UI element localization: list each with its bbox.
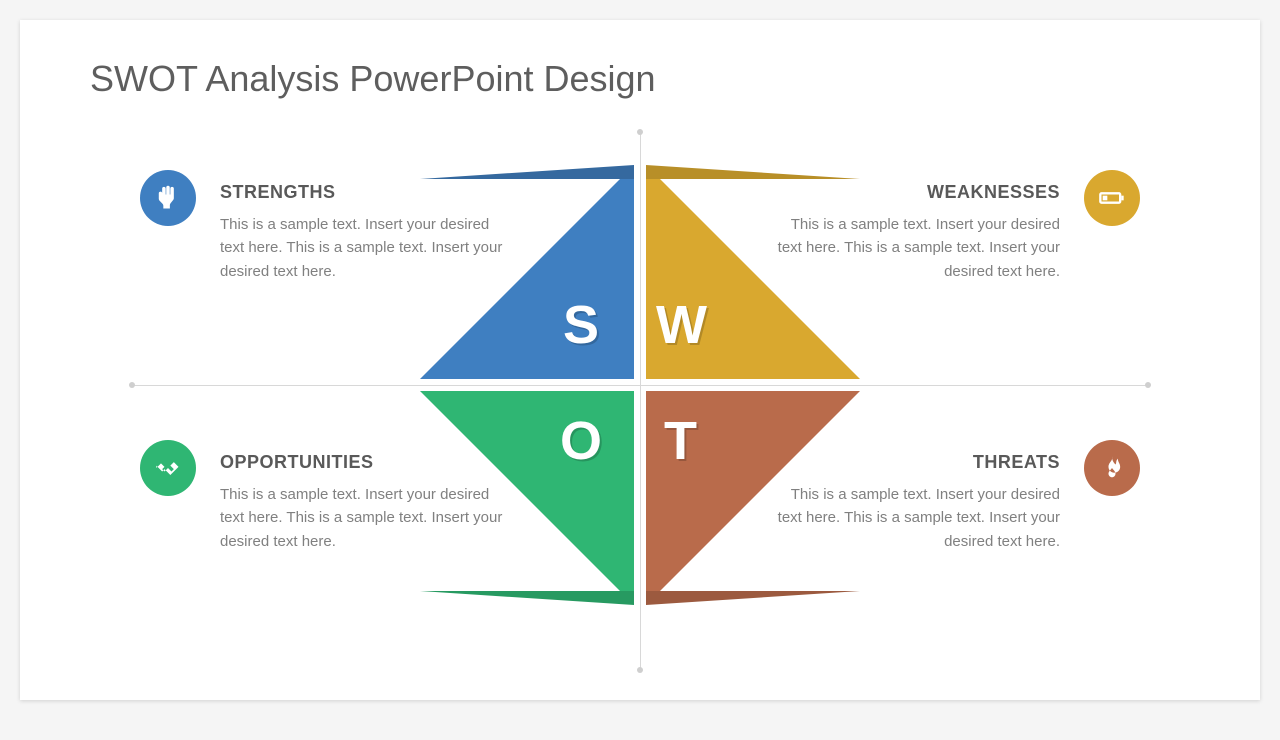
strengths-block: STRENGTHS This is a sample text. Insert … xyxy=(220,182,510,283)
triangle-w-letter: W xyxy=(656,294,707,356)
triangle-s-shadow xyxy=(420,165,634,179)
opportunities-body: This is a sample text. Insert your desir… xyxy=(220,483,510,553)
triangle-t-letter: T xyxy=(664,410,697,472)
axis-dot xyxy=(129,382,135,388)
opportunities-block: OPPORTUNITIES This is a sample text. Ins… xyxy=(220,452,510,553)
flame-icon xyxy=(1084,440,1140,496)
axis-dot xyxy=(1145,382,1151,388)
triangle-s-letter: S xyxy=(563,294,599,356)
weaknesses-body: This is a sample text. Insert your desir… xyxy=(770,213,1060,283)
axis-dot xyxy=(637,667,643,673)
handshake-icon xyxy=(140,440,196,496)
opportunities-title: OPPORTUNITIES xyxy=(220,452,510,473)
axis-dot xyxy=(637,129,643,135)
threats-title: THREATS xyxy=(770,452,1060,473)
strengths-body: This is a sample text. Insert your desir… xyxy=(220,213,510,283)
page-title: SWOT Analysis PowerPoint Design xyxy=(90,58,656,100)
threats-body: This is a sample text. Insert your desir… xyxy=(770,483,1060,553)
triangle-o-letter: O xyxy=(560,410,602,472)
weaknesses-title: WEAKNESSES xyxy=(770,182,1060,203)
battery-icon xyxy=(1084,170,1140,226)
triangle-w-shadow xyxy=(646,165,860,179)
fist-icon xyxy=(140,170,196,226)
slide: SWOT Analysis PowerPoint Design S W O T … xyxy=(20,20,1260,700)
triangle-o-shadow xyxy=(420,591,634,605)
strengths-title: STRENGTHS xyxy=(220,182,510,203)
weaknesses-block: WEAKNESSES This is a sample text. Insert… xyxy=(770,182,1060,283)
threats-block: THREATS This is a sample text. Insert yo… xyxy=(770,452,1060,553)
triangle-t-shadow xyxy=(646,591,860,605)
axis-vertical xyxy=(640,132,641,670)
